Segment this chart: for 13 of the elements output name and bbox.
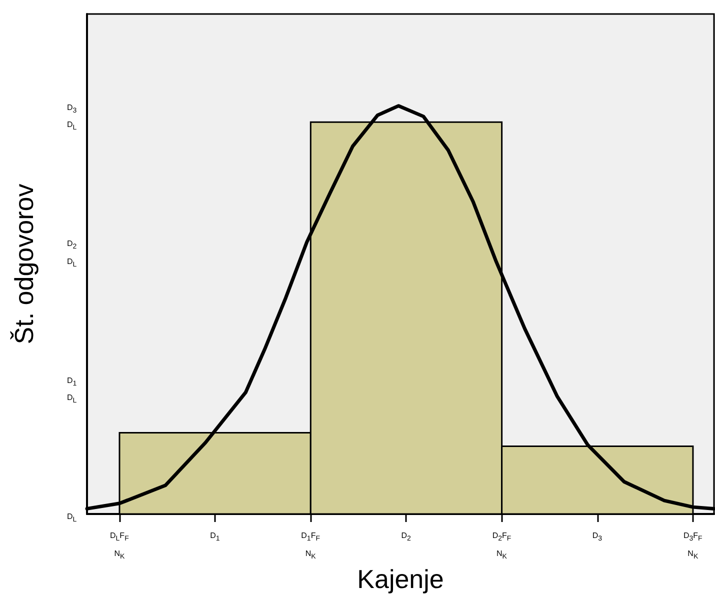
x-axis-title: Kajenje <box>357 564 444 594</box>
x-tick-label: D$_{2}$ <box>401 530 411 545</box>
text: D$_{1}$ D$_{L}$ <box>67 374 77 407</box>
x-tick-label: D$_{2}$F$_{F}$ N$_{K}$ <box>492 530 512 562</box>
text: D$_{3}$ D$_{L}$ <box>67 102 77 134</box>
x-tick-label: D$_{L}$F$_{F}$ N$_{K}$ <box>110 530 129 562</box>
x-tick-label: D$_{3}$F$_{F}$ N$_{K}$ <box>683 530 702 562</box>
y-axis-title: Št. odgovorov <box>9 184 39 344</box>
x-tick-label: D$_{1}$ <box>210 530 220 545</box>
x-tick-label: D$_{3}$ <box>592 530 602 545</box>
x-tick-label: D$_{1}$F$_{F}$ N$_{K}$ <box>301 530 320 562</box>
text: D$_{2}$ D$_{L}$ <box>67 238 77 270</box>
text: D$_{L}$ <box>67 511 77 526</box>
